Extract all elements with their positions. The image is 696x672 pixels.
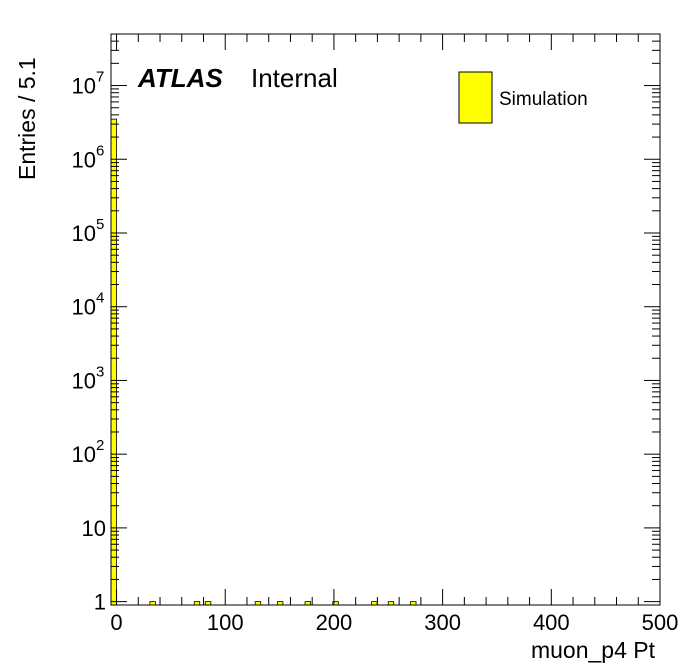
histogram-bar [304,601,312,606]
legend-swatch-simulation [458,71,493,124]
y-tick-label: 10 [72,442,96,467]
y-tick-exponent: 7 [96,69,104,86]
x-tick-label: 100 [207,610,244,635]
histogram-bar [371,601,378,606]
y-tick-label: 10 [82,516,106,541]
y-tick-exponent: 5 [96,216,104,233]
y-tick-exponent: 3 [96,363,104,380]
y-axis-title: Entries / 5.1 [14,57,40,180]
internal-label: Internal [251,63,338,93]
x-tick-label: 500 [642,610,679,635]
x-tick-label: 400 [533,610,570,635]
legend: Simulation [458,71,588,124]
y-tick-label: 10 [72,368,96,393]
plot-frame [110,33,661,606]
histogram-bar [110,118,117,606]
histogram-bar [254,601,262,606]
histogram-bar [149,601,156,606]
atlas-label: ATLAS [137,63,223,93]
histogram-bar [410,601,417,606]
y-tick-label: 1 [94,590,106,615]
axis-ticks [111,33,661,605]
histogram-bar [193,601,201,606]
histogram-bar [276,601,284,606]
y-tick-label: 10 [72,295,96,320]
y-tick-exponent: 2 [96,437,104,454]
histogram-bar [204,601,212,606]
histogram-bar [387,601,395,606]
x-axis-title: muon_p4 Pt [531,637,656,663]
y-tick-label: 10 [72,74,96,99]
x-tick-label: 300 [424,610,461,635]
y-tick-exponent: 6 [96,142,104,159]
x-tick-label: 0 [110,610,122,635]
legend-label-simulation: Simulation [499,89,588,110]
x-tick-labels: 0 100 200 300 400 500 [110,610,678,635]
y-tick-exponent: 4 [96,290,104,307]
y-tick-label: 10 [72,147,96,172]
y-tick-label: 10 [72,221,96,246]
x-tick-label: 200 [316,610,353,635]
